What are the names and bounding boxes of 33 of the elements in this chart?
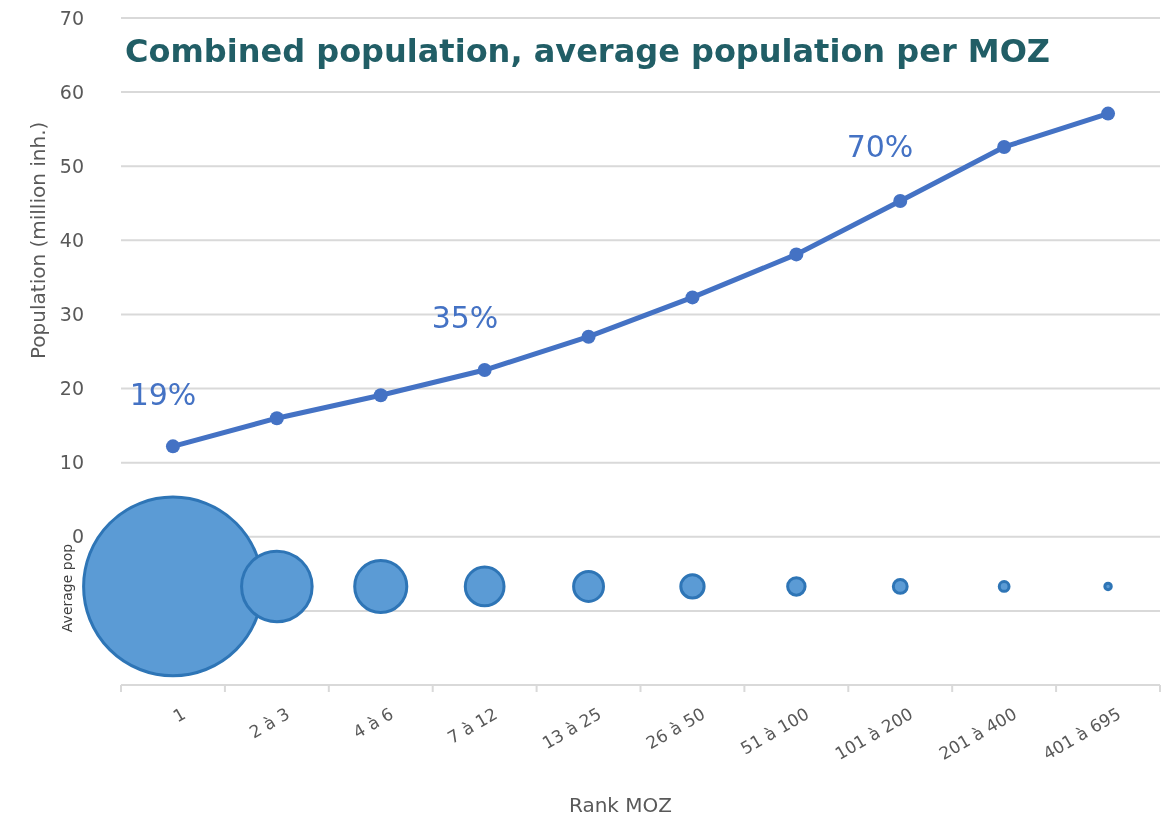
y-axis-title: Population (million inh.) (26, 121, 50, 359)
annotation: 70% (846, 128, 914, 164)
x-tick-label: 401 à 695 (1039, 703, 1124, 764)
point (893, 194, 908, 209)
point (477, 363, 492, 378)
point (581, 329, 596, 344)
point (685, 290, 700, 305)
x-tick-label: 4 à 6 (349, 703, 397, 743)
x-tick-label: 13 à 25 (538, 703, 605, 754)
y-tick-label: 40 (59, 228, 84, 251)
point (997, 139, 1012, 154)
y-tick-label: 60 (59, 80, 84, 103)
point (1101, 106, 1116, 121)
point (789, 247, 804, 262)
x-tick-label: 2 à 3 (245, 703, 293, 743)
x-tick-label: 101 à 200 (831, 703, 917, 764)
x-tick-label: 26 à 50 (642, 703, 709, 754)
point (269, 411, 284, 426)
y-tick-label: 20 (59, 377, 84, 400)
annotation: 19% (129, 376, 197, 412)
y-tick-label: 30 (59, 303, 84, 326)
text: Combined population, average population per MOZ (125, 32, 1051, 70)
x-tick-label: 7 à 12 (444, 703, 501, 748)
point (165, 439, 180, 454)
point (373, 388, 388, 403)
x-tick-label: 201 à 400 (935, 703, 1021, 764)
x-tick-label: 51 à 100 (737, 703, 813, 759)
y-tick-label: 70 (59, 6, 84, 29)
annotation: 35% (431, 299, 499, 335)
x-axis-title: Rank MOZ (568, 793, 673, 817)
y-tick-label: 50 (59, 154, 84, 177)
x-tick-label: 1 (169, 703, 189, 727)
y-tick-label: 10 (59, 451, 84, 474)
